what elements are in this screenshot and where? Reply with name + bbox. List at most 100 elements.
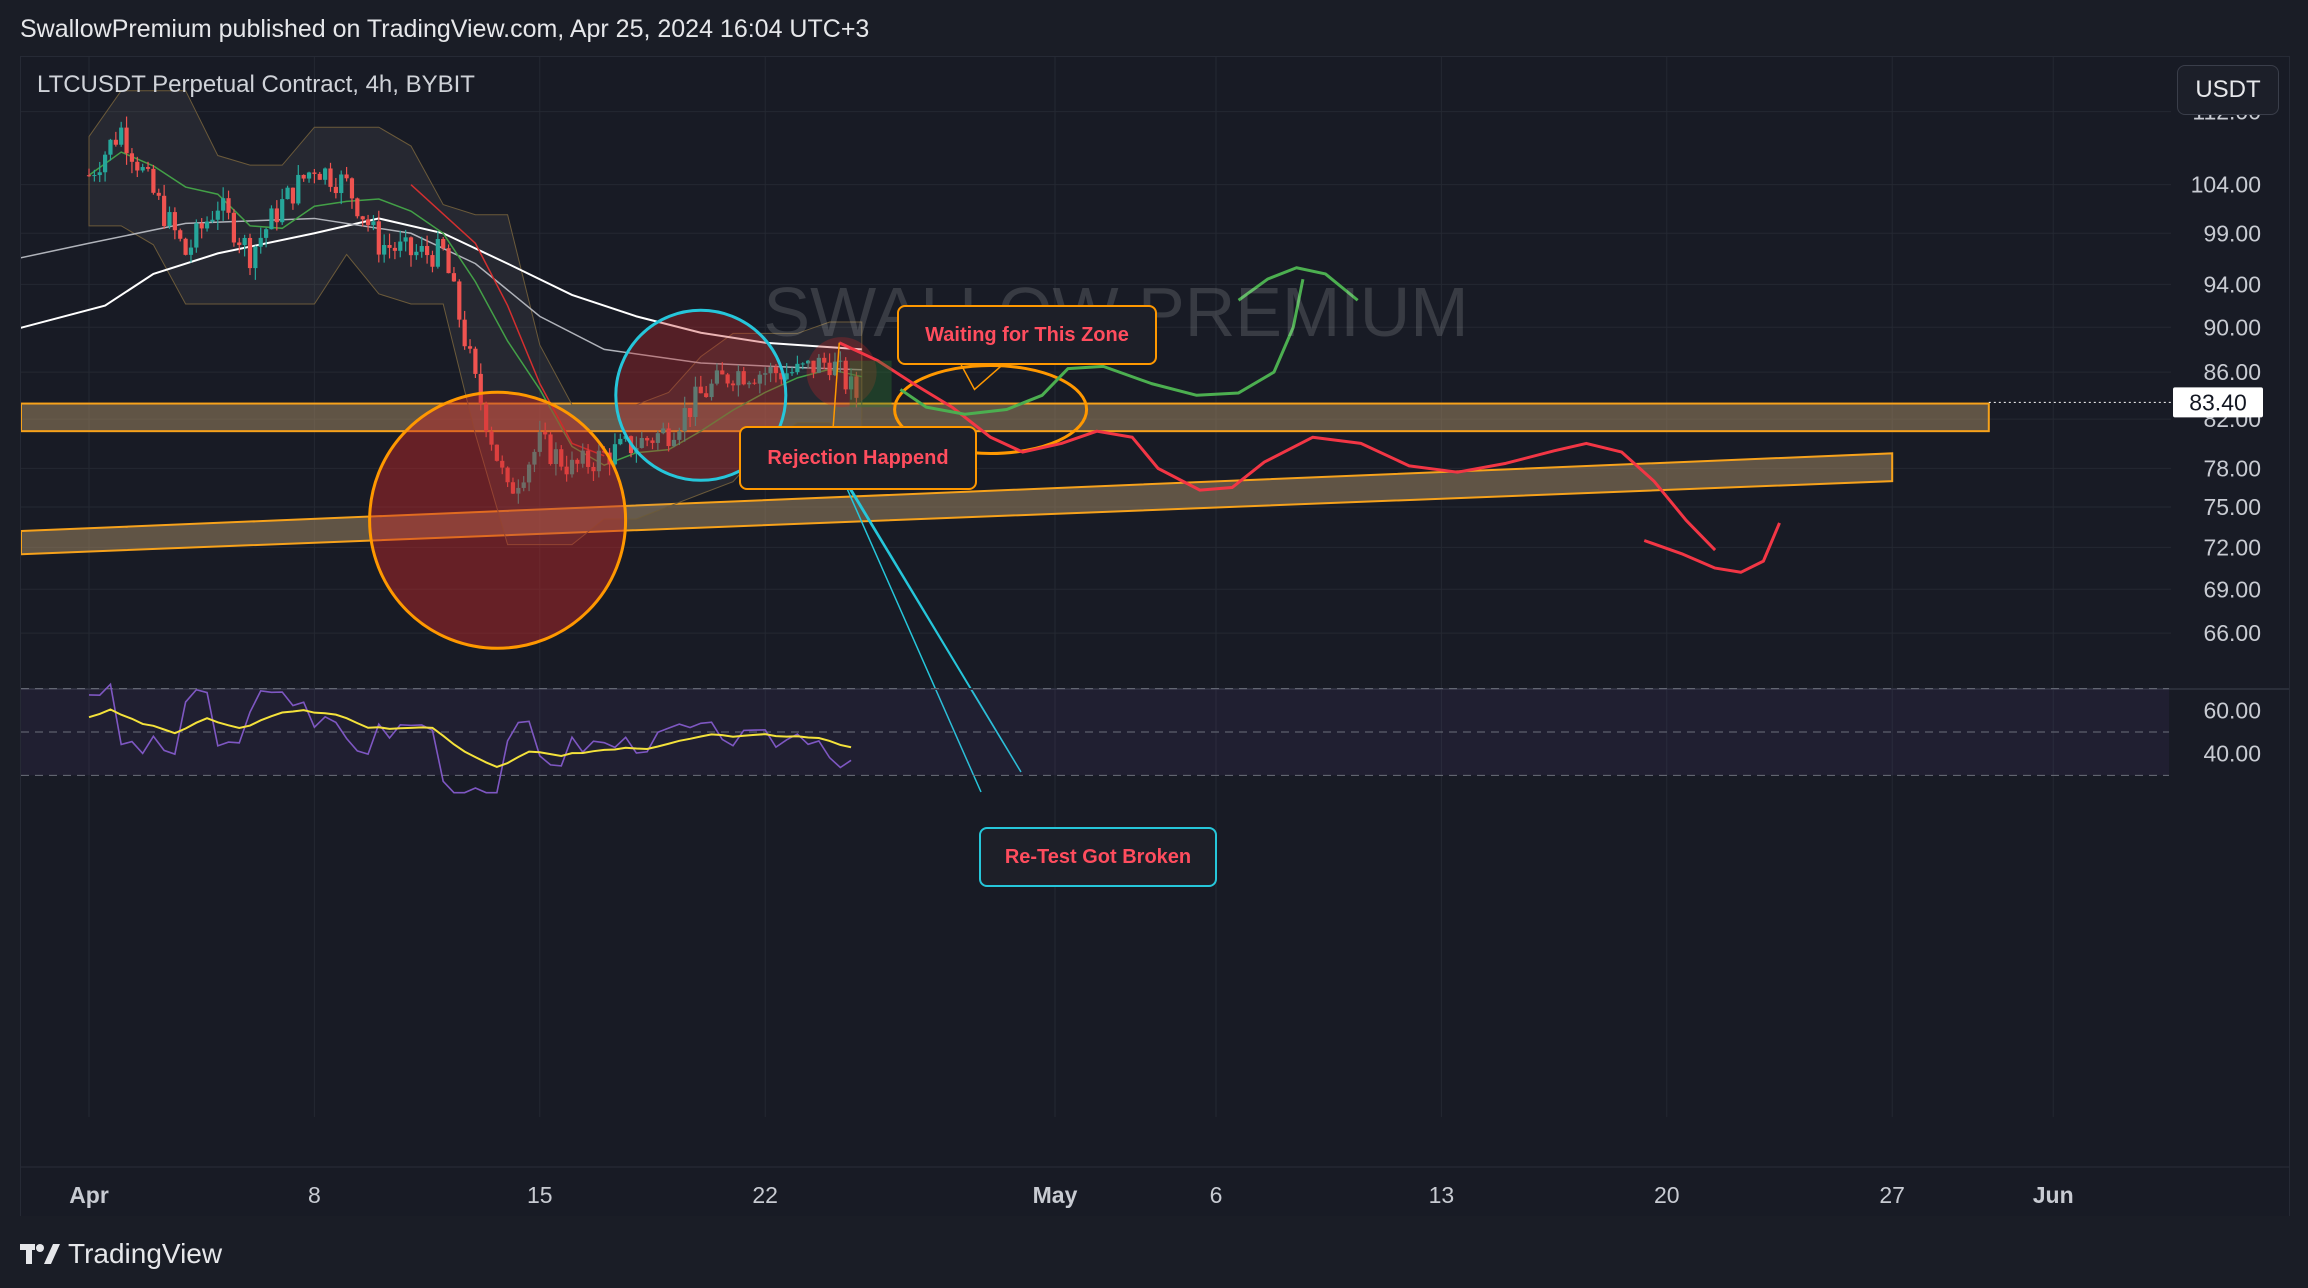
- candle-body: [677, 431, 682, 440]
- candle-body: [231, 212, 236, 243]
- candle-body: [408, 237, 414, 256]
- header-bar: SwallowPremium published on TradingView.…: [0, 0, 2308, 56]
- retest-pointer: [840, 471, 1022, 793]
- candle-body: [747, 382, 752, 385]
- measure-box: [849, 360, 892, 408]
- candle-body: [280, 199, 285, 223]
- ma-grey-line: [21, 217, 862, 371]
- candle-body: [269, 208, 274, 230]
- candle-body: [382, 245, 387, 255]
- date-tick-label: Jun: [2033, 1182, 2074, 1208]
- date-tick-label: Apr: [69, 1182, 109, 1208]
- candle-body: [258, 237, 263, 247]
- candle-body: [285, 187, 290, 200]
- candle-body: [811, 360, 816, 373]
- red-projection-path: [838, 341, 1717, 552]
- candle-body: [97, 172, 102, 176]
- candle-body: [210, 219, 215, 222]
- candle-body: [843, 360, 848, 390]
- candle-body: [575, 459, 580, 464]
- red-projection-tail: [1643, 522, 1781, 574]
- red-highlight-circle: [806, 337, 877, 408]
- candle-body: [494, 444, 499, 461]
- tradingview-logo[interactable]: TradingView: [20, 1238, 222, 1270]
- date-tick-label: 27: [1879, 1182, 1905, 1208]
- candle-body: [543, 432, 548, 435]
- candle-body: [172, 212, 177, 231]
- candle-body: [784, 373, 789, 380]
- candle-body: [537, 432, 542, 452]
- date-tick-label: 15: [527, 1182, 553, 1208]
- candle-body: [441, 238, 446, 249]
- date-tick-label: 13: [1429, 1182, 1455, 1208]
- candle-body: [264, 229, 269, 238]
- candle-body: [763, 373, 768, 375]
- chart-area[interactable]: Apr81522May6132027Jun112.00104.0099.0094…: [20, 56, 2290, 1218]
- candle-body: [650, 440, 655, 443]
- current-price-badge: [2173, 387, 2263, 418]
- candle-body: [484, 403, 489, 432]
- rejection-pointer: [832, 342, 841, 433]
- green-projection-path: [899, 278, 1305, 416]
- candle-body: [92, 175, 97, 177]
- candle-body: [757, 374, 762, 384]
- ascending-zone: [21, 452, 1894, 556]
- ma-red-line: [410, 184, 605, 457]
- price-tick-label: 104.00: [2191, 172, 2261, 198]
- candle-body: [183, 238, 188, 255]
- candle-body: [467, 346, 473, 349]
- candle-body: [451, 273, 457, 282]
- tradingview-logo-text: TradingView: [68, 1238, 223, 1269]
- candle-body: [135, 161, 140, 171]
- candle-body: [290, 187, 296, 204]
- candle-body: [639, 437, 644, 448]
- candle-body: [682, 408, 687, 432]
- candle-body: [661, 428, 666, 434]
- price-tick-label: 78.00: [2203, 455, 2261, 481]
- candle-body: [403, 237, 408, 242]
- price-tick-label: 75.00: [2203, 494, 2261, 520]
- price-tick-label: 94.00: [2203, 271, 2261, 297]
- candle-body: [645, 437, 650, 441]
- green-projection-cap: [1237, 266, 1359, 302]
- candle-body: [806, 360, 811, 364]
- target-zone-ellipse: [893, 363, 1089, 455]
- candle-body: [221, 198, 226, 211]
- date-tick-label: May: [1033, 1182, 1078, 1208]
- candle-body: [580, 450, 585, 464]
- candle-body: [832, 361, 838, 376]
- currency-button[interactable]: USDT: [2177, 65, 2279, 115]
- candle-body: [365, 219, 371, 226]
- candle-body: [435, 238, 440, 267]
- date-tick-label: 20: [1654, 1182, 1680, 1208]
- candle-body: [704, 393, 709, 398]
- candle-body: [86, 175, 92, 177]
- candle-body: [741, 371, 746, 385]
- chart-svg[interactable]: Apr81522May6132027Jun112.00104.0099.0094…: [21, 57, 2289, 1217]
- candle-body: [151, 168, 156, 193]
- candle-body: [505, 467, 510, 483]
- candle-body: [671, 439, 677, 447]
- candle-body: [194, 223, 199, 248]
- candle-body: [419, 246, 424, 252]
- candle-body: [714, 370, 719, 384]
- candle-body: [521, 482, 526, 488]
- rsi-ma-line: [88, 708, 852, 769]
- candle-body: [371, 221, 376, 226]
- orange-highlight-circle: [368, 390, 628, 650]
- candle-body: [247, 237, 253, 269]
- candle-body: [655, 433, 660, 443]
- candle-body: [167, 212, 172, 227]
- current-price-label: 83.40: [2189, 389, 2247, 415]
- candle-body: [510, 482, 516, 494]
- candle-body: [387, 245, 392, 248]
- candle-body: [296, 174, 301, 204]
- candle-body: [720, 370, 725, 375]
- candle-body: [333, 186, 338, 194]
- publish-info: SwallowPremium published on TradingView.…: [20, 15, 870, 43]
- candle-body: [854, 376, 859, 398]
- symbol-title[interactable]: LTCUSDT Perpetual Contract, 4h, BYBIT: [37, 71, 475, 98]
- candle-body: [489, 431, 494, 445]
- candle-body: [752, 382, 757, 384]
- price-tick-label: 86.00: [2203, 359, 2261, 385]
